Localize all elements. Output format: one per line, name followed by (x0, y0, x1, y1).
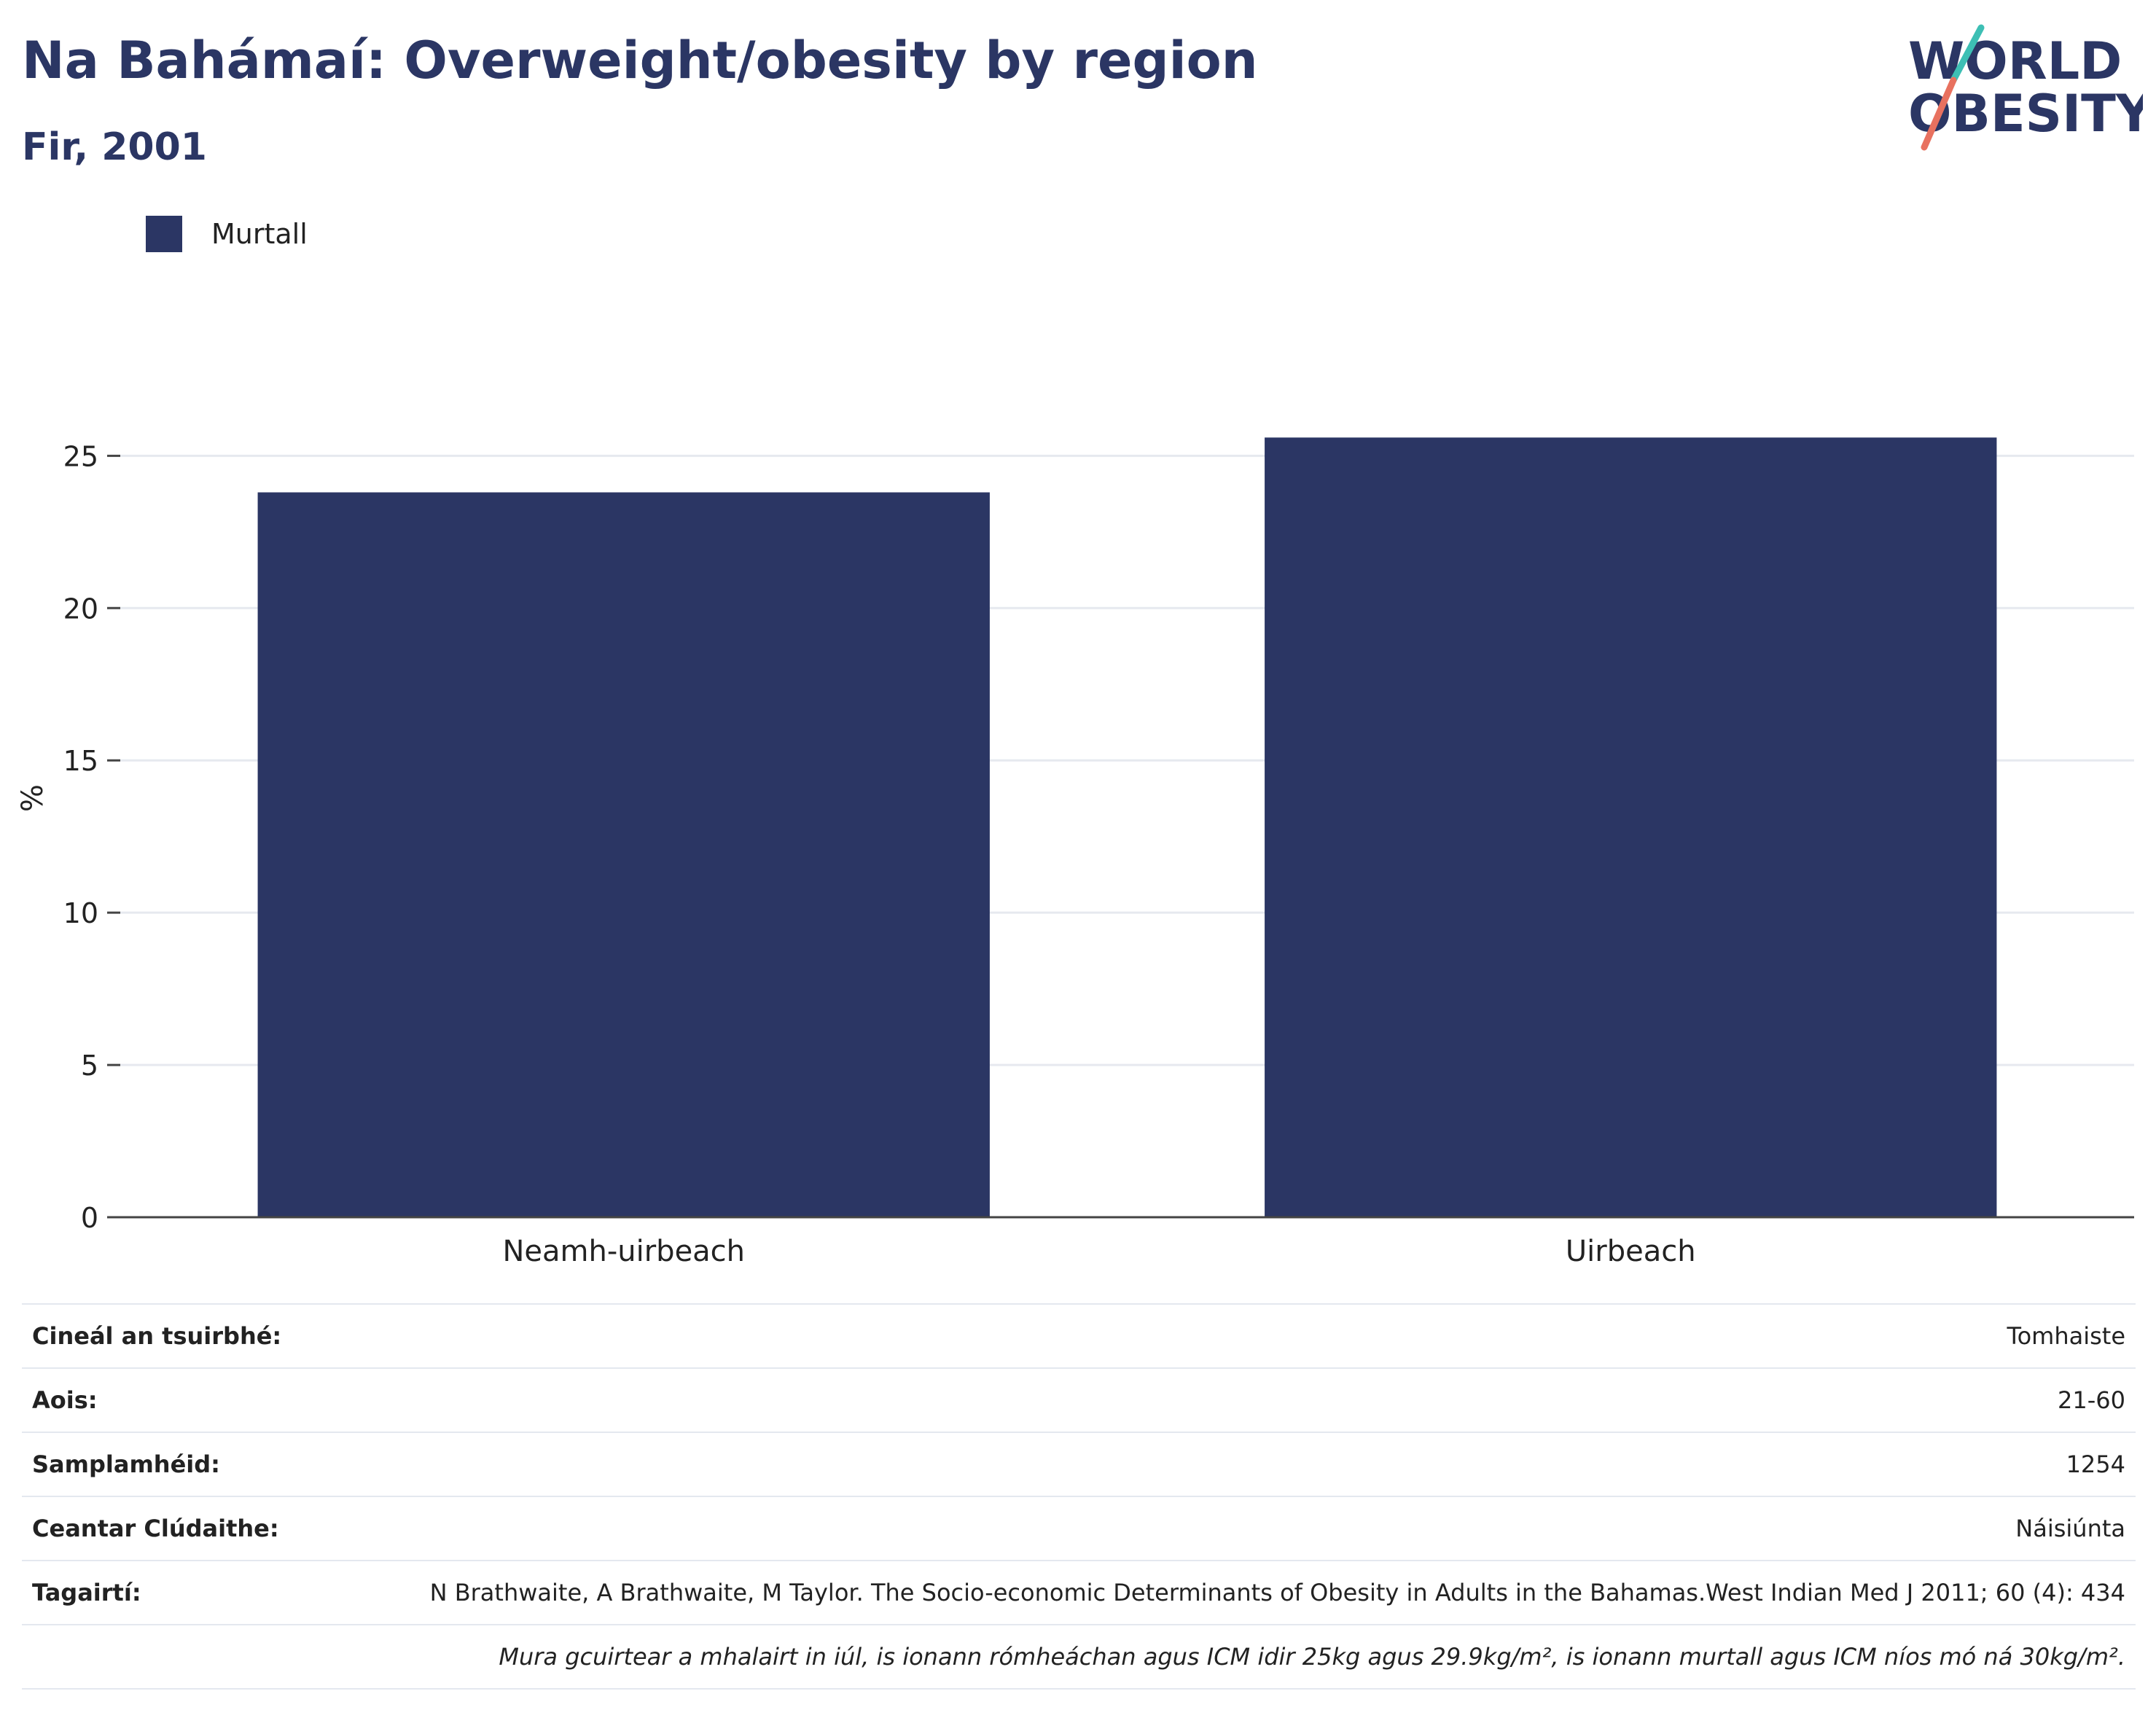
info-value: 21-60 (2058, 1386, 2125, 1414)
legend-swatch (146, 216, 182, 252)
chart-subtitle: Fir, 2001 (22, 125, 207, 169)
info-label: Tagairtí: (32, 1579, 141, 1606)
info-row-age: Aois: 21-60 (22, 1368, 2136, 1432)
definition-note: Mura gcuirtear a mhalairt in iúl, is ion… (499, 1643, 2125, 1671)
info-value: Náisiúnta (2015, 1515, 2125, 1542)
logo-text-world: WORLD (1908, 31, 2122, 91)
y-axis-label: % (16, 784, 50, 812)
y-tick-label: 20 (63, 593, 98, 625)
y-tick-label: 0 (81, 1202, 98, 1234)
world-obesity-logo: WORLD OBESITY (1908, 24, 2143, 151)
info-value: 1254 (2066, 1450, 2125, 1478)
y-tick-label: 10 (63, 897, 98, 929)
axes: 0 5 10 15 20 25 Neamh-uirbeach Uirbeach (63, 440, 2134, 1268)
y-tick-label: 5 (81, 1050, 98, 1082)
info-row-note: Mura gcuirtear a mhalairt in iúl, is ion… (22, 1625, 2136, 1689)
y-tick-label: 25 (63, 440, 98, 472)
info-label: Cineál an tsuirbhé: (32, 1322, 282, 1350)
info-label: Ceantar Clúdaithe: (32, 1515, 279, 1542)
logo-slash-coral (1921, 77, 1957, 151)
logo-slash-teal (1950, 24, 1985, 84)
info-label: Samplamhéid: (32, 1450, 220, 1478)
info-row-area-covered: Ceantar Clúdaithe: Náisiúnta (22, 1496, 2136, 1561)
y-tick-label: 15 (63, 745, 98, 777)
x-tick-label: Neamh-uirbeach (502, 1235, 745, 1268)
info-row-sample-size: Samplamhéid: 1254 (22, 1432, 2136, 1496)
bar-chart: 0 5 10 15 20 25 Neamh-uirbeach Uirbeach % (16, 437, 2134, 1268)
info-value: Tomhaiste (2007, 1322, 2125, 1350)
chart-title: Na Bahámaí: Overweight/obesity by region (22, 31, 1258, 90)
x-tick-label: Uirbeach (1566, 1235, 1696, 1268)
info-label: Aois: (32, 1386, 98, 1414)
info-row-survey-type: Cineál an tsuirbhé: Tomhaiste (22, 1304, 2136, 1368)
bars (257, 437, 1997, 1218)
legend-label: Murtall (211, 218, 308, 250)
info-row-references: Tagairtí: N Brathwaite, A Brathwaite, M … (22, 1561, 2136, 1625)
info-value: N Brathwaite, A Brathwaite, M Taylor. Th… (429, 1579, 2125, 1606)
logo-text-obesity: OBESITY (1908, 84, 2143, 144)
survey-info-table: Cineál an tsuirbhé: Tomhaiste Aois: 21-6… (22, 1303, 2136, 1690)
bar-1 (1265, 437, 1997, 1218)
bar-0 (257, 492, 990, 1217)
chart-legend: Murtall (146, 216, 308, 252)
